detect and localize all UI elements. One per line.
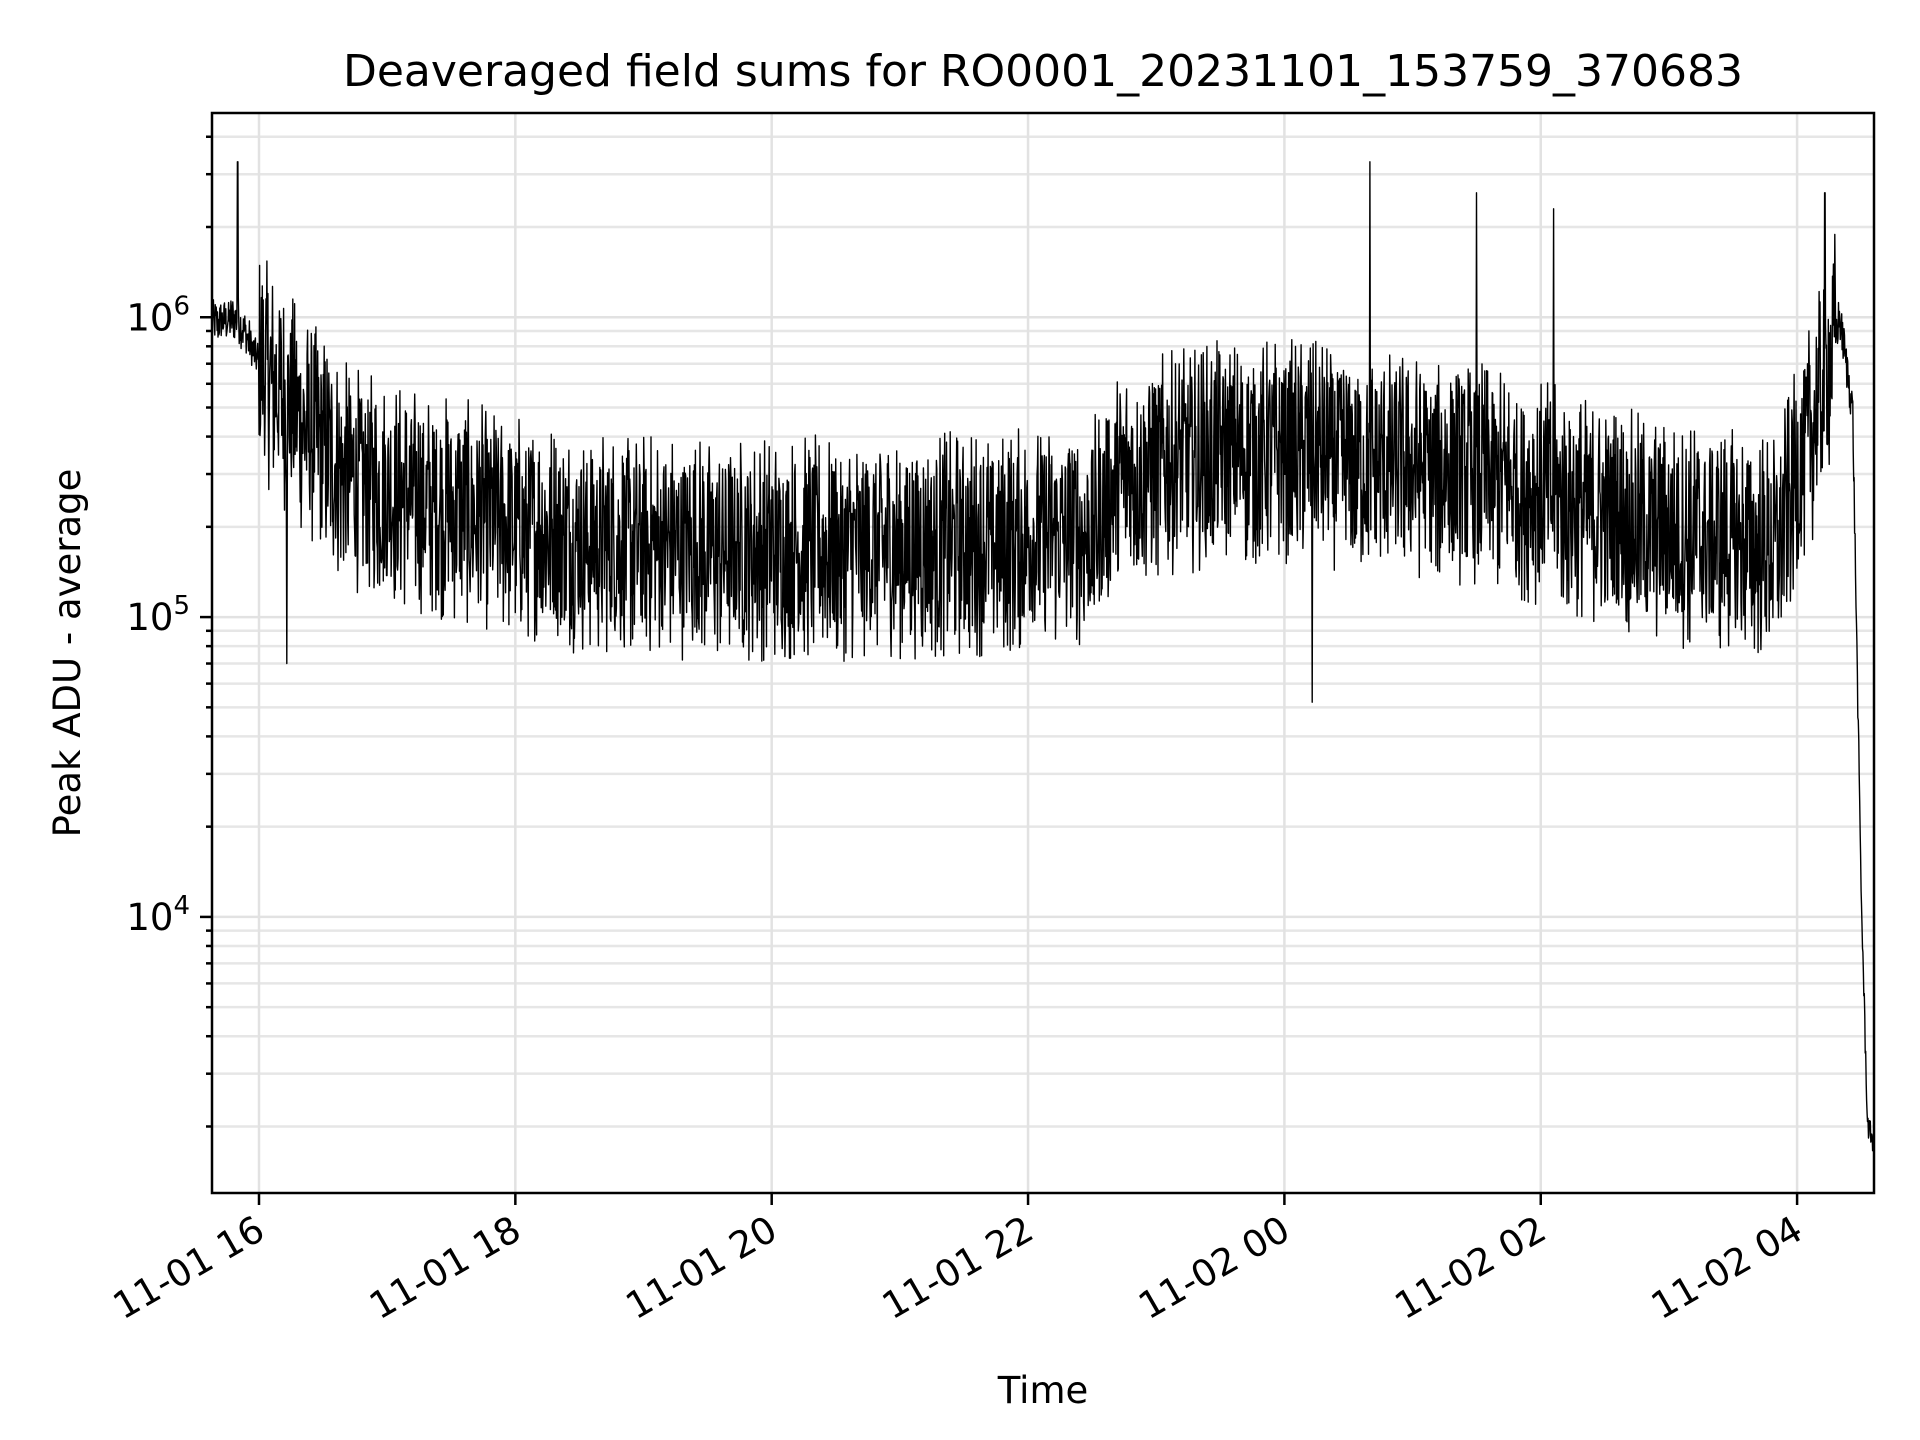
y-tick-label: 106 <box>126 291 190 339</box>
y-tick-label: 104 <box>126 891 190 939</box>
y-tick-base: 10 <box>126 896 173 939</box>
grid-layer <box>212 113 1874 1193</box>
y-tick-label: 105 <box>126 591 190 639</box>
y-tick-base: 10 <box>126 296 173 339</box>
chart-title: Deaveraged field sums for RO0001_2023110… <box>343 46 1743 97</box>
y-tick-exponent: 5 <box>173 591 190 621</box>
y-tick-exponent: 6 <box>173 291 190 321</box>
y-axis-label: Peak ADU - average <box>46 469 89 838</box>
series-line <box>212 161 1874 1152</box>
x-axis-label: Time <box>997 1369 1089 1412</box>
y-tick-base: 10 <box>126 596 173 639</box>
y-tick-exponent: 4 <box>173 891 190 921</box>
plot-frame <box>210 111 1876 1195</box>
series-layer <box>212 161 1874 1152</box>
